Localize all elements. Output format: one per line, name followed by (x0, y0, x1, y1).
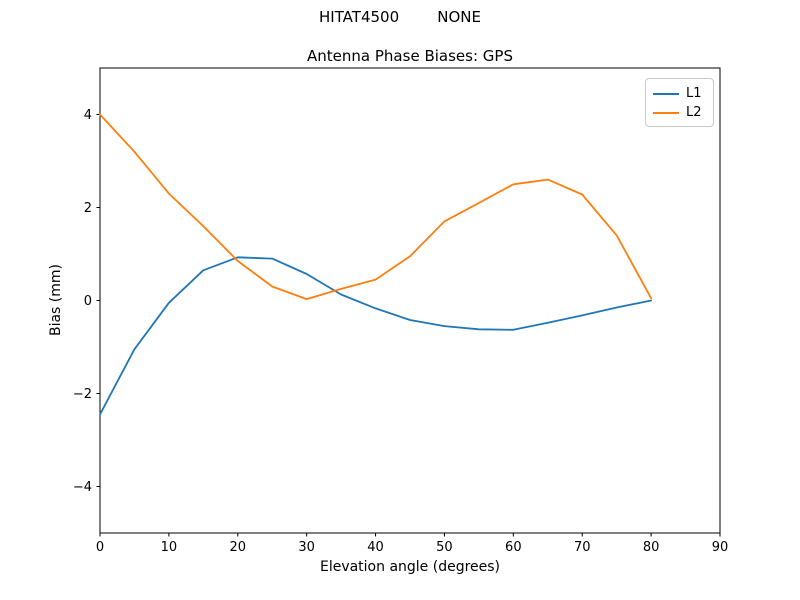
legend-entry-l1: L1 (646, 84, 713, 103)
x-tick-label: 0 (96, 540, 104, 555)
y-axis-label: Bias (mm) (48, 263, 64, 337)
y-tick-label: 0 (84, 294, 92, 309)
x-tick-label: 40 (367, 540, 384, 555)
y-axis-ticks: −4 −2 0 2 4 (73, 108, 100, 495)
x-tick-label: 30 (298, 540, 315, 555)
l2-line-swatch (653, 111, 679, 114)
y-tick-label: 4 (84, 108, 92, 123)
y-tick-label: 2 (84, 201, 92, 216)
x-axis-ticks: 0 10 20 30 40 50 60 70 80 90 (96, 533, 728, 555)
x-tick-label: 70 (574, 540, 591, 555)
x-tick-label: 80 (643, 540, 660, 555)
x-axis-label: Elevation angle (degrees) (319, 559, 501, 575)
x-tick-label: 10 (161, 540, 178, 555)
series-line-l1 (99, 256, 652, 416)
figure-suptitle: HITAT4500 NONE (318, 8, 481, 26)
l1-line-swatch (653, 92, 679, 95)
y-tick-label: −4 (73, 480, 92, 495)
series-line-l2 (99, 113, 652, 301)
x-tick-label: 60 (505, 540, 522, 555)
x-tick-label: 50 (436, 540, 453, 555)
chart-title: Antenna Phase Biases: GPS (307, 47, 513, 65)
legend-label-l1: L1 (686, 86, 702, 101)
legend-entry-l2: L2 (646, 103, 713, 122)
x-tick-label: 20 (230, 540, 247, 555)
series-lines (99, 113, 652, 416)
legend-label-l2: L2 (686, 105, 702, 120)
x-tick-label: 90 (712, 540, 729, 555)
axes-frame (99, 67, 721, 534)
legend: L1 L2 (645, 78, 714, 127)
y-tick-label: −2 (73, 387, 92, 402)
